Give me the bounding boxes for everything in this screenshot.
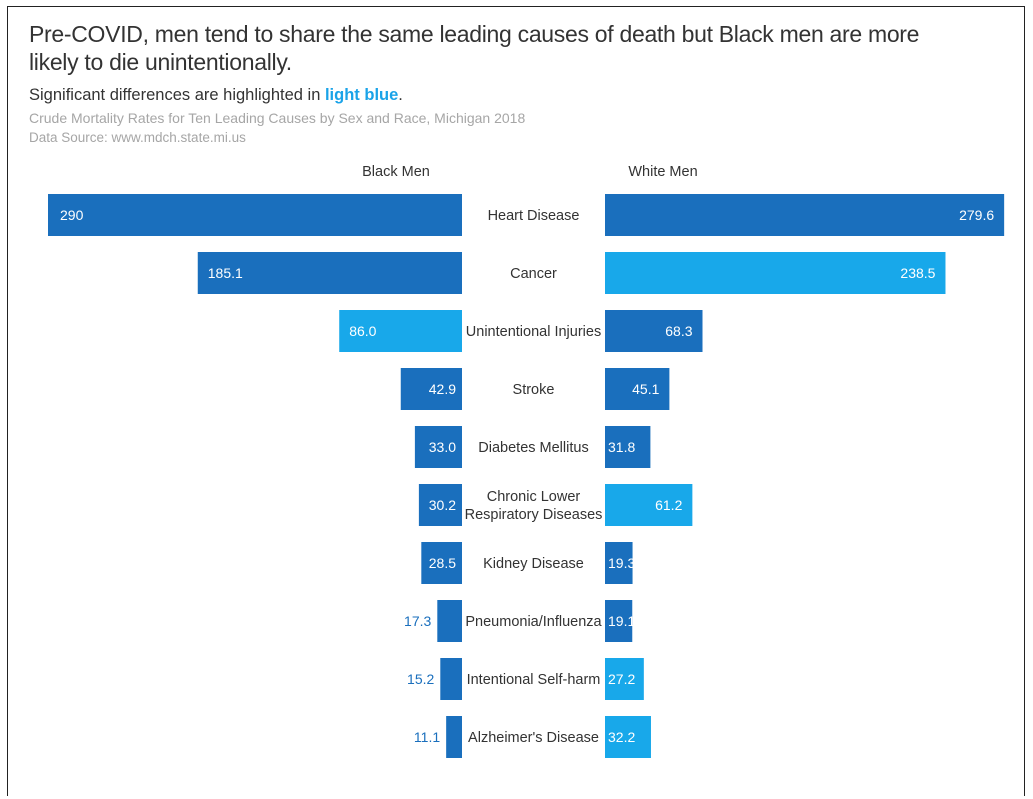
category-label: Chronic Lower Respiratory Diseases [465,489,603,523]
bar-black-men [440,658,462,700]
bar-black-men [437,600,462,642]
bar-white-men [605,194,1005,236]
value-label-white-men: 238.5 [900,265,935,281]
category-label: Alzheimer's Disease [468,730,599,746]
bar-black-men [446,716,462,758]
bar-black-men [48,194,462,236]
chart-title: Pre-COVID, men tend to share the same le… [29,21,920,75]
value-label-black-men: 28.5 [429,555,456,571]
subtitle-suffix: . [398,86,403,104]
value-label-black-men: 86.0 [349,323,376,339]
bar-white-men [605,252,946,294]
bar-black-men [400,368,462,410]
bar-black-men [339,310,462,352]
category-label: Heart Disease [488,208,580,224]
chart-frame [7,6,1025,796]
value-label-black-men: 33.0 [429,439,456,455]
bar-black-men [421,542,462,584]
category-label: Kidney Disease [483,556,584,572]
value-label-white-men: 19.1 [608,613,635,629]
value-label-white-men: 19.3 [608,555,635,571]
value-label-white-men: 45.1 [632,381,659,397]
value-label-white-men: 32.2 [608,729,635,745]
bar-white-men [605,542,633,584]
value-label-white-men: 279.6 [959,207,994,223]
category-label: Diabetes Mellitus [478,440,588,456]
value-label-white-men: 68.3 [665,323,692,339]
bar-black-men [418,484,462,526]
value-label-white-men: 31.8 [608,439,635,455]
value-label-black-men: 30.2 [429,497,456,513]
value-label-black-men: 290 [60,207,84,223]
category-label: Intentional Self-harm [467,672,601,688]
category-label: Stroke [513,382,555,398]
value-label-white-men: 61.2 [655,497,682,513]
data-source: Data Source: www.mdch.state.mi.us [29,130,246,145]
series-header-white-men: White Men [628,164,697,180]
value-label-black-men: 17.3 [404,613,431,629]
bar-white-men [605,484,693,526]
bar-white-men [605,310,703,352]
value-label-black-men: 15.2 [407,671,434,687]
series-header-black-men: Black Men [362,164,430,180]
category-label: Unintentional Injuries [466,324,601,340]
bar-black-men [197,252,463,294]
value-label-white-men: 27.2 [608,671,635,687]
bar-black-men [414,426,462,468]
subtitle-text: Significant differences are highlighted … [29,86,325,104]
value-label-black-men: 185.1 [208,265,243,281]
value-label-black-men: 11.1 [414,729,440,745]
chart-subtitle: Significant differences are highlighted … [29,85,403,105]
chart-description: Crude Mortality Rates for Ten Leading Ca… [29,110,526,126]
category-label: Pneumonia/Influenza [465,614,602,630]
bar-white-men [605,368,670,410]
bar-white-men [605,716,651,758]
subtitle-highlight: light blue [324,86,399,104]
bar-white-men [605,658,644,700]
value-label-black-men: 42.9 [429,381,456,397]
bar-white-men [605,426,651,468]
category-label: Cancer [510,266,557,282]
bar-white-men [605,600,633,642]
